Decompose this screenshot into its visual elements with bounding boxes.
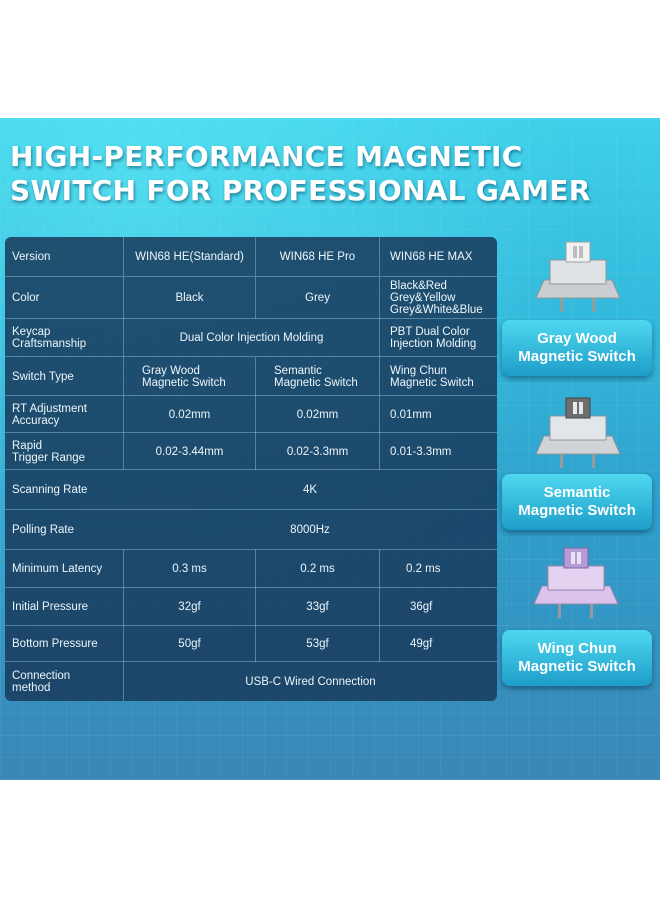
cell-value: 0.01-3.3mm <box>379 433 497 470</box>
switch-label-line-2: Magnetic Switch <box>518 348 636 365</box>
cell-value: 8000Hz <box>290 524 330 536</box>
cell-value: 0.02-3.3mm <box>255 433 379 470</box>
row-label: Keycap Craftsmanship <box>12 326 87 350</box>
row-label: Rapid Trigger Range <box>12 439 86 464</box>
switch-label-line-1: Semantic <box>543 484 611 501</box>
row-label: Color <box>12 292 40 304</box>
cell-value: 0.2 ms <box>255 550 379 588</box>
cell-value: 49gf <box>379 626 497 662</box>
cell-value: 0.02mm <box>123 396 255 433</box>
cell-value: PBT Dual Color Injection Molding <box>379 319 497 357</box>
cell-value: USB-C Wired Connection <box>123 662 497 701</box>
cell-value: Wing Chun Magnetic Switch <box>379 357 497 396</box>
row-label: Version <box>12 250 51 263</box>
row-label: Switch Type <box>12 370 74 383</box>
cell-value: 36gf <box>379 588 497 626</box>
spec-table: Version WIN68 HE(Standard) WIN68 HE Pro … <box>5 237 497 701</box>
table-row-connection: Connection method USB-C Wired Connection <box>5 661 497 701</box>
row-label: Polling Rate <box>12 524 75 536</box>
title-line-1: HIGH-PERFORMANCE MAGNETIC <box>10 140 523 173</box>
table-row-scanning-rate: Scanning Rate 4K <box>5 469 497 510</box>
col-max: WIN68 HE MAX <box>379 237 497 276</box>
row-label: Initial Pressure <box>12 601 89 613</box>
cell-value: 4K <box>302 484 318 496</box>
semantic-switch-label: Semantic Magnetic Switch <box>502 474 652 530</box>
table-row-initial-pressure: Initial Pressure 32gf 33gf 36gf <box>5 587 497 626</box>
table-row-min-latency: Minimum Latency 0.3 ms 0.2 ms 0.2 ms <box>5 549 497 588</box>
semantic-switch-image <box>535 397 621 468</box>
cell-value: 0.01mm <box>379 396 497 433</box>
cell-value: Dual Color Injection Molding <box>123 319 379 357</box>
gray-wood-switch-image <box>535 241 621 312</box>
table-row-keycap: Keycap Craftsmanship Dual Color Injectio… <box>5 318 497 357</box>
cell-value: 53gf <box>255 626 379 662</box>
cell-value: 33gf <box>255 588 379 626</box>
cell-value: Black&Red Grey&Yellow Grey&White&Blue <box>379 277 497 319</box>
row-label: Scanning Rate <box>12 484 88 496</box>
table-row-rt-accuracy: RT Adjustment Accuracy 0.02mm 0.02mm 0.0… <box>5 395 497 433</box>
title-line-2: SWITCH FOR PROFESSIONAL GAMER <box>10 174 591 207</box>
row-label: Bottom Pressure <box>12 638 98 650</box>
cell-value: Semantic Magnetic Switch <box>255 357 379 396</box>
row-label: Minimum Latency <box>12 563 103 575</box>
table-row-polling-rate: Polling Rate 8000Hz <box>5 509 497 550</box>
switch-label-line-2: Magnetic Switch <box>518 658 636 675</box>
col-standard: WIN68 HE(Standard) <box>123 237 255 276</box>
switch-label-line-1: Wing Chun <box>537 640 617 657</box>
switch-label-line-1: Gray Wood <box>537 330 617 347</box>
table-row-switch-type: Switch Type Gray Wood Magnetic Switch Se… <box>5 356 497 396</box>
wing-chun-switch-image <box>533 547 619 618</box>
cell-value: 0.02mm <box>255 396 379 433</box>
wing-chun-switch-label: Wing Chun Magnetic Switch <box>502 630 652 686</box>
page-title: HIGH-PERFORMANCE MAGNETIC SWITCH FOR PRO… <box>10 140 650 208</box>
cell-value: 0.2 ms <box>379 550 497 588</box>
table-row-rapid-trigger: Rapid Trigger Range 0.02-3.44mm 0.02-3.3… <box>5 432 497 470</box>
cell-value: 0.3 ms <box>123 550 255 588</box>
cell-value: 32gf <box>123 588 255 626</box>
cell-value: Gray Wood Magnetic Switch <box>123 357 255 396</box>
cell-value: 0.02-3.44mm <box>123 433 255 470</box>
table-row-version: Version WIN68 HE(Standard) WIN68 HE Pro … <box>5 237 497 276</box>
cell-value: 50gf <box>123 626 255 662</box>
table-row-color: Color Black Grey Black&Red Grey&Yellow G… <box>5 276 497 319</box>
row-label: Connection method <box>12 670 71 694</box>
table-row-bottom-pressure: Bottom Pressure 50gf 53gf 49gf <box>5 625 497 662</box>
cell-value: Grey <box>255 277 379 319</box>
switch-label-line-2: Magnetic Switch <box>518 502 636 519</box>
col-pro: WIN68 HE Pro <box>255 237 379 276</box>
gray-wood-switch-label: Gray Wood Magnetic Switch <box>502 320 652 376</box>
cell-value: Black <box>123 277 255 319</box>
row-label: RT Adjustment Accuracy <box>12 402 88 427</box>
